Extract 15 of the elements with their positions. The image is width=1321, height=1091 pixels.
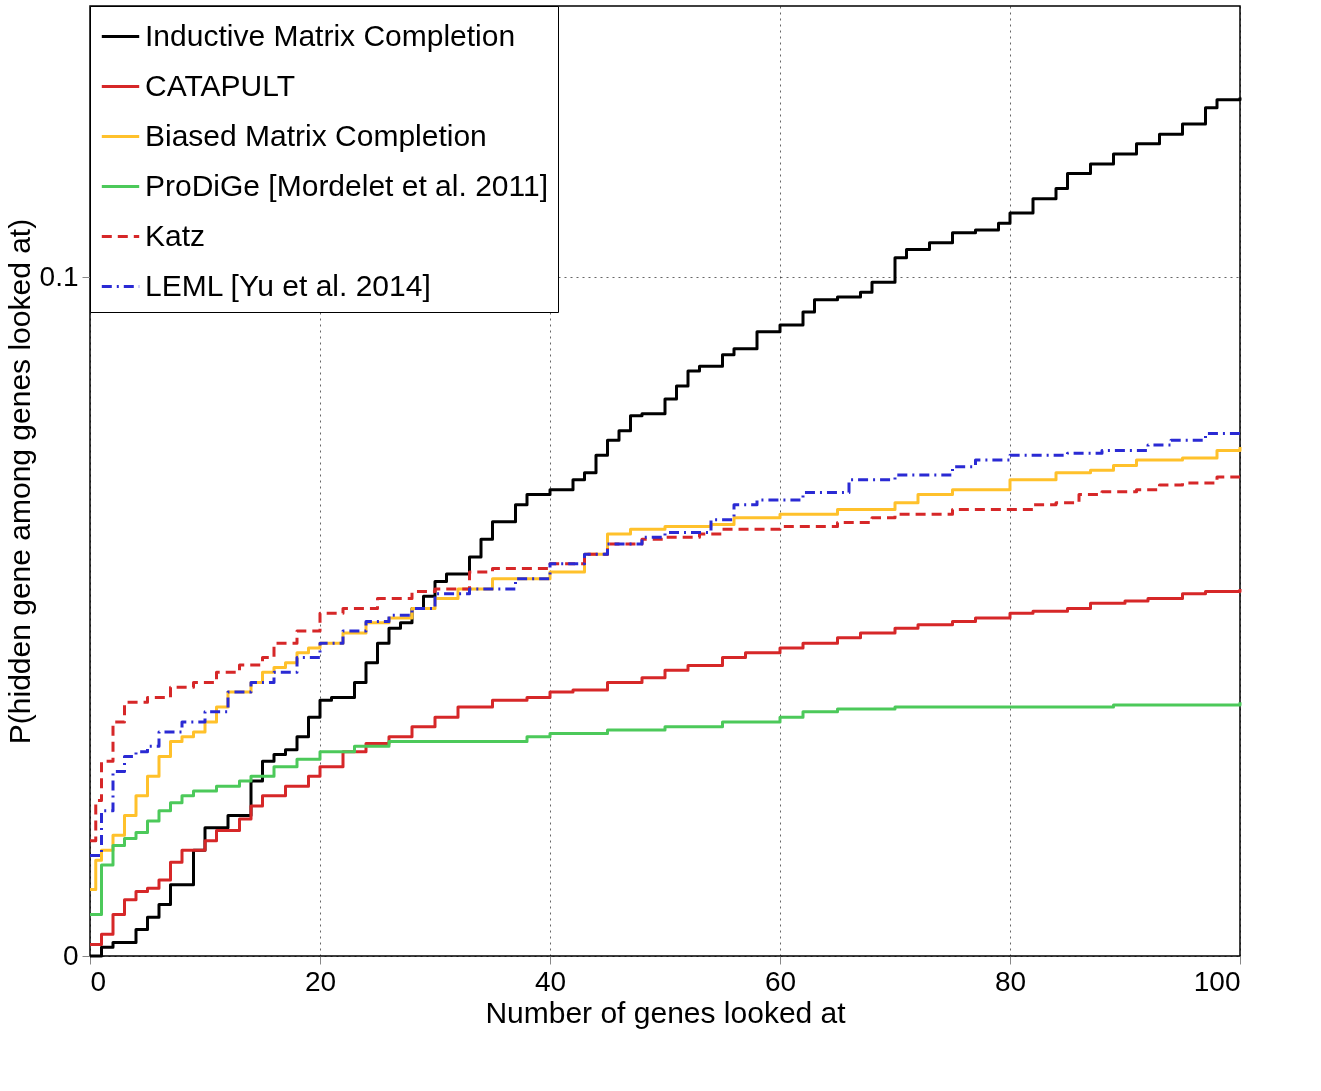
y-tick-label: 0.1 (39, 260, 79, 292)
y-axis-title: P(hidden gene among genes looked at) (2, 218, 36, 745)
legend-label: Inductive Matrix Completion (145, 18, 516, 52)
legend-label: LEML [Yu et al. 2014] (145, 268, 431, 302)
x-tick-label: 60 (764, 965, 797, 997)
legend-label: CATAPULT (145, 68, 296, 102)
legend-label: Katz (145, 218, 206, 252)
legend-label: Biased Matrix Completion (145, 118, 487, 152)
x-tick-label: 80 (994, 965, 1027, 997)
legend-label: ProDiGe [Mordelet et al. 2011] (145, 168, 548, 202)
x-tick-label: 100 (1193, 965, 1241, 997)
x-axis-title: Number of genes looked at (485, 995, 847, 1029)
x-tick-label: 40 (534, 965, 567, 997)
x-tick-label: 0 (90, 965, 107, 997)
x-tick-label: 20 (304, 965, 337, 997)
